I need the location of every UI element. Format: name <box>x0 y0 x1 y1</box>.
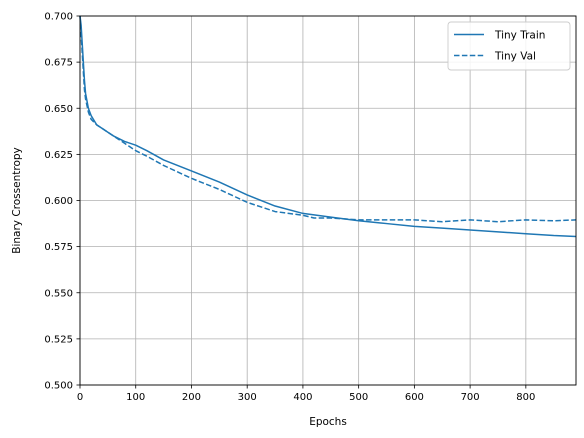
x-tick-label: 400 <box>293 392 312 403</box>
legend-label-train: Tiny Train <box>494 30 545 42</box>
x-tick-label: 600 <box>405 392 424 403</box>
y-tick-label: 0.600 <box>44 196 73 207</box>
x-tick-label: 700 <box>461 392 480 403</box>
x-tick-label: 300 <box>238 392 257 403</box>
y-tick-label: 0.550 <box>44 288 73 299</box>
x-axis: 0 100 200 300 400 500 600 700 800 <box>77 385 535 403</box>
y-tick-label: 0.700 <box>44 12 73 23</box>
y-tick-label: 0.625 <box>44 150 73 161</box>
legend-label-val: Tiny Val <box>494 51 536 63</box>
series-line-val <box>79 15 577 223</box>
y-axis: 0.500 0.525 0.550 0.575 0.600 0.625 0.650 0.675… <box>44 12 80 392</box>
grid-lines <box>79 15 576 386</box>
legend: Tiny Train Tiny Val <box>447 21 571 71</box>
x-tick-label: 800 <box>516 392 535 403</box>
y-axis-label: Binary Crossentropy <box>11 147 23 253</box>
series-line-train <box>79 15 577 238</box>
y-tick-label: 0.650 <box>44 104 73 115</box>
x-tick-label: 500 <box>349 392 368 403</box>
x-tick-label: 100 <box>126 392 145 403</box>
x-tick-label: 0 <box>77 392 83 403</box>
y-tick-label: 0.525 <box>44 334 73 345</box>
y-tick-label: 0.675 <box>44 58 73 69</box>
y-tick-label: 0.500 <box>44 381 73 392</box>
x-tick-label: 200 <box>182 392 201 403</box>
series-lines <box>79 15 577 238</box>
x-axis-label: Epochs <box>309 416 347 428</box>
y-tick-label: 0.575 <box>44 242 73 253</box>
